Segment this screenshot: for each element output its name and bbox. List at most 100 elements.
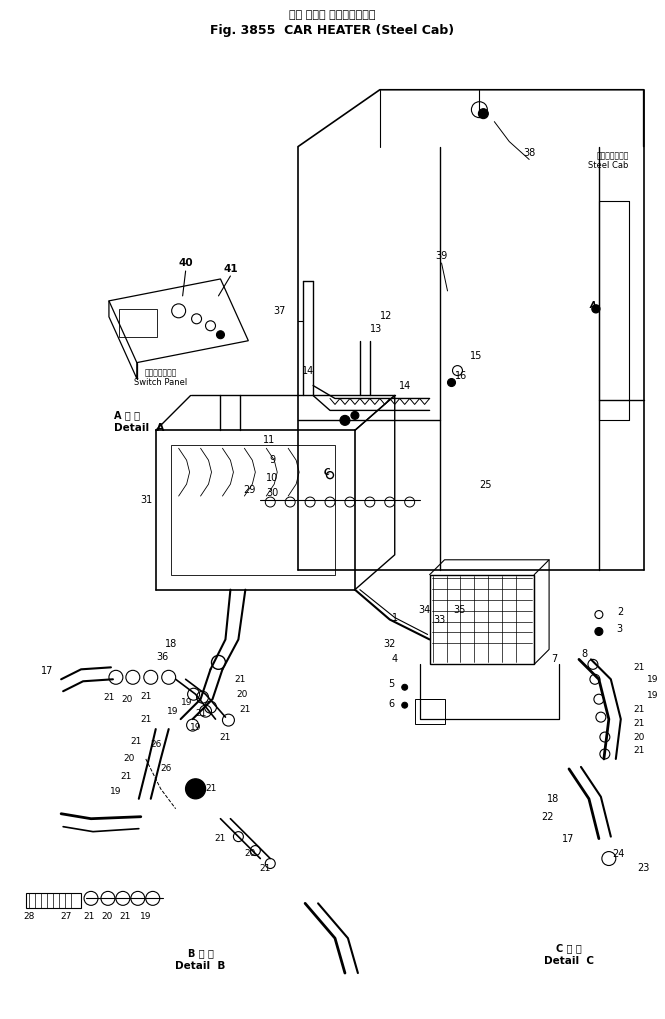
Text: スイッチパネル: スイッチパネル bbox=[144, 368, 177, 377]
Text: 4: 4 bbox=[392, 654, 398, 664]
Text: 28: 28 bbox=[23, 912, 35, 921]
Text: 2: 2 bbox=[617, 606, 623, 616]
Bar bbox=[415, 699, 444, 725]
Text: Switch Panel: Switch Panel bbox=[134, 378, 188, 387]
Text: 29: 29 bbox=[243, 485, 256, 495]
Text: 19: 19 bbox=[110, 788, 122, 796]
Text: 6: 6 bbox=[388, 699, 395, 709]
Circle shape bbox=[186, 779, 205, 799]
Text: 21: 21 bbox=[140, 692, 152, 701]
Circle shape bbox=[478, 109, 488, 118]
Text: 9: 9 bbox=[269, 455, 275, 466]
Text: 21: 21 bbox=[103, 693, 114, 702]
Text: 21: 21 bbox=[83, 912, 94, 921]
Text: 13: 13 bbox=[370, 324, 382, 334]
Text: 3: 3 bbox=[617, 625, 623, 635]
Text: 16: 16 bbox=[456, 371, 467, 380]
Text: 39: 39 bbox=[436, 251, 448, 261]
Text: 34: 34 bbox=[418, 604, 431, 614]
Bar bbox=[27, 894, 81, 908]
Text: 41: 41 bbox=[223, 264, 238, 274]
Bar bbox=[119, 309, 157, 336]
Text: 21: 21 bbox=[215, 835, 226, 843]
Text: 21: 21 bbox=[259, 864, 271, 873]
Text: 22: 22 bbox=[541, 812, 554, 821]
Text: 21: 21 bbox=[634, 705, 645, 713]
Text: 20: 20 bbox=[634, 733, 645, 742]
Text: 18: 18 bbox=[547, 794, 559, 804]
Text: 21: 21 bbox=[634, 718, 645, 728]
Text: 21: 21 bbox=[634, 662, 645, 672]
Text: 21: 21 bbox=[195, 708, 206, 717]
Text: 7: 7 bbox=[551, 654, 557, 664]
Text: 40: 40 bbox=[178, 258, 193, 268]
Text: 20: 20 bbox=[121, 695, 132, 704]
Text: 19: 19 bbox=[646, 675, 658, 684]
Text: 18: 18 bbox=[164, 640, 177, 649]
Text: 12: 12 bbox=[380, 311, 392, 321]
Text: 19: 19 bbox=[167, 706, 178, 715]
Circle shape bbox=[595, 628, 603, 636]
Text: 21: 21 bbox=[120, 772, 132, 782]
Circle shape bbox=[351, 412, 359, 420]
Text: Detail  A: Detail A bbox=[114, 423, 164, 433]
Text: 19: 19 bbox=[140, 912, 152, 921]
Text: 21: 21 bbox=[235, 675, 246, 684]
Text: 33: 33 bbox=[434, 614, 446, 625]
Text: Fig. 3855  CAR HEATER (Steel Cab): Fig. 3855 CAR HEATER (Steel Cab) bbox=[210, 24, 454, 37]
Text: 19: 19 bbox=[190, 722, 201, 732]
Bar bbox=[430, 575, 534, 664]
Text: 20: 20 bbox=[123, 754, 134, 763]
Text: A 詳 細: A 詳 細 bbox=[114, 411, 140, 421]
Text: 37: 37 bbox=[273, 306, 285, 316]
Text: 36: 36 bbox=[156, 652, 169, 662]
Text: 31: 31 bbox=[140, 495, 153, 505]
Text: 27: 27 bbox=[61, 912, 72, 921]
Text: 23: 23 bbox=[638, 863, 650, 873]
Text: 14: 14 bbox=[302, 366, 315, 376]
Text: 21: 21 bbox=[634, 747, 645, 755]
Text: C 詳 細: C 詳 細 bbox=[556, 944, 582, 953]
Text: 5: 5 bbox=[388, 680, 395, 689]
Text: 35: 35 bbox=[454, 604, 465, 614]
Text: 24: 24 bbox=[612, 849, 625, 859]
Text: 21: 21 bbox=[140, 714, 152, 723]
Text: Detail  C: Detail C bbox=[544, 956, 594, 966]
Text: 15: 15 bbox=[470, 351, 483, 361]
Circle shape bbox=[402, 685, 408, 690]
Text: 20: 20 bbox=[237, 690, 248, 699]
Text: 1: 1 bbox=[392, 612, 398, 623]
Text: C: C bbox=[324, 468, 330, 477]
Text: 21: 21 bbox=[119, 912, 130, 921]
Text: 25: 25 bbox=[479, 480, 492, 490]
Text: 20: 20 bbox=[101, 912, 112, 921]
Bar bbox=[171, 445, 335, 575]
Text: A: A bbox=[590, 302, 596, 311]
Text: 30: 30 bbox=[266, 488, 278, 498]
Text: 20: 20 bbox=[245, 849, 256, 858]
Text: カー ヒータ ステールキャブ: カー ヒータ ステールキャブ bbox=[289, 10, 375, 20]
Text: 21: 21 bbox=[205, 785, 217, 794]
Text: 32: 32 bbox=[384, 640, 396, 649]
Text: 19: 19 bbox=[181, 698, 192, 707]
Text: 17: 17 bbox=[562, 834, 574, 844]
Text: 8: 8 bbox=[581, 649, 587, 659]
Circle shape bbox=[340, 416, 350, 425]
Text: 14: 14 bbox=[398, 380, 411, 390]
Text: 21: 21 bbox=[219, 733, 231, 742]
Text: 19: 19 bbox=[646, 691, 658, 700]
Text: B 詳 細: B 詳 細 bbox=[188, 948, 213, 958]
Circle shape bbox=[217, 331, 225, 338]
Text: ステールキャブ: ステールキャブ bbox=[597, 152, 628, 161]
Text: Steel Cab: Steel Cab bbox=[589, 161, 628, 170]
Circle shape bbox=[592, 305, 600, 313]
Text: Detail  B: Detail B bbox=[176, 961, 225, 971]
Text: 11: 11 bbox=[263, 435, 275, 445]
Text: 26: 26 bbox=[160, 764, 172, 773]
Text: 10: 10 bbox=[266, 473, 278, 483]
Text: 26: 26 bbox=[150, 740, 162, 749]
Circle shape bbox=[402, 702, 408, 708]
Text: 17: 17 bbox=[41, 666, 53, 677]
Text: 21: 21 bbox=[130, 737, 142, 746]
Circle shape bbox=[448, 378, 456, 386]
